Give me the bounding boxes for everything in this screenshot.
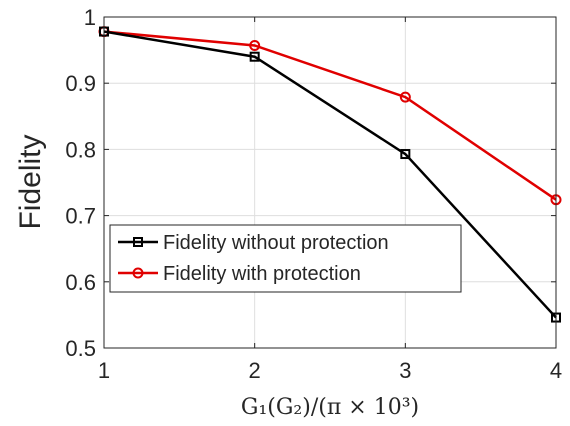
y-tick-label: 0.8 [65, 137, 96, 162]
legend-label-without-protection: Fidelity without protection [163, 232, 389, 254]
series-line-with-protection [103, 30, 557, 201]
data-point-with-protection [399, 91, 411, 103]
y-tick-label: 1 [84, 5, 96, 30]
x-axis-label: G₁(G₂)/(π × 10³) [241, 395, 419, 420]
legend-marker-circle [132, 267, 144, 279]
legend-box [109, 224, 462, 293]
data-point-without-protection [400, 149, 411, 160]
y-axis-label: Fidelity [14, 134, 47, 229]
y-tick-label: 0.7 [65, 204, 96, 229]
legend-label-with-protection: Fidelity with protection [163, 263, 361, 285]
ticks: 1 2 3 4 0.5 0.6 0.7 0.8 0.9 1 [65, 5, 562, 383]
y-tick-label: 0.5 [65, 336, 96, 361]
series-line-without-protection [103, 30, 557, 319]
x-tick-label: 1 [98, 358, 110, 383]
x-tick-label: 4 [550, 358, 562, 383]
data-point-with-protection [249, 39, 261, 51]
y-tick-label: 0.6 [65, 270, 96, 295]
data-point-without-protection [249, 51, 260, 62]
legend-marker-square [133, 237, 143, 247]
y-tick-label: 0.9 [65, 71, 96, 96]
x-tick-label: 3 [399, 358, 411, 383]
plot-frame [103, 16, 557, 349]
x-tick-label: 2 [249, 358, 261, 383]
plot-area [104, 17, 556, 348]
legend: Fidelity without protection Fidelity wit… [109, 224, 462, 293]
series-layer [98, 26, 562, 323]
